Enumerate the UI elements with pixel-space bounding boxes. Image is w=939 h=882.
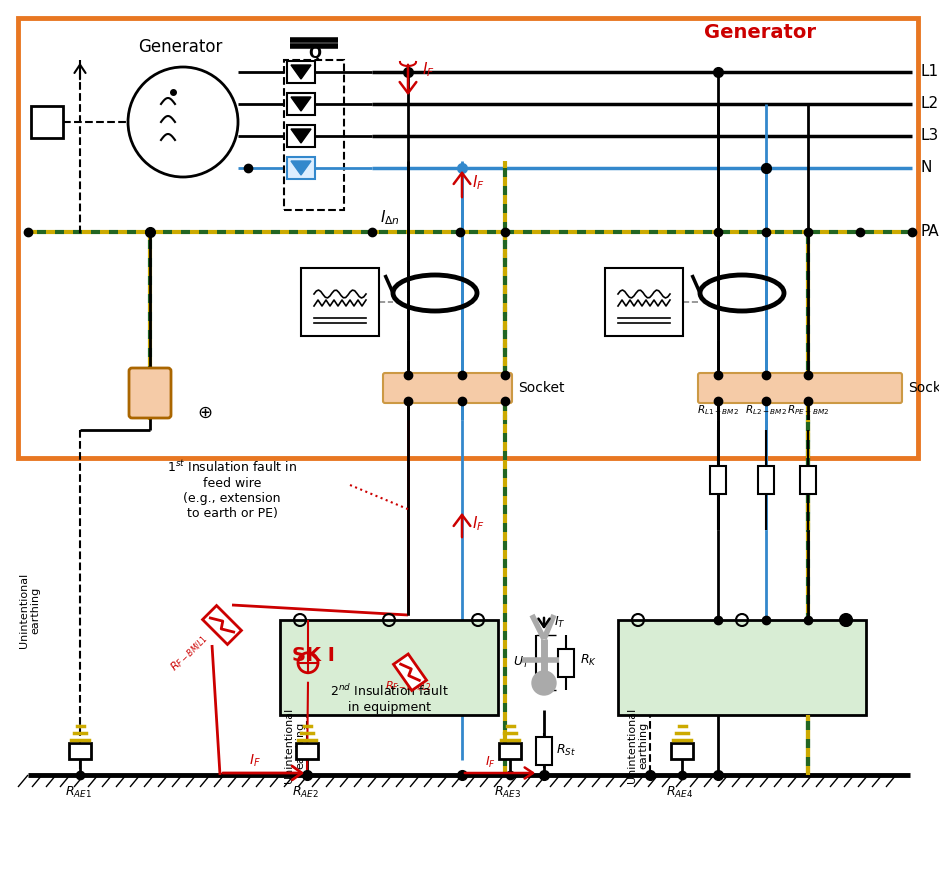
- Bar: [287, 157, 315, 179]
- Bar: [287, 125, 315, 147]
- Text: $R_{AE4}$: $R_{AE4}$: [667, 785, 694, 800]
- Text: $1^{st}$ Insulation fault in
feed wire
(e.g., extension
to earth or PE): $1^{st}$ Insulation fault in feed wire (…: [167, 460, 297, 520]
- Text: $R_{AE1}$: $R_{AE1}$: [65, 785, 91, 800]
- Text: $R_{AE2}$: $R_{AE2}$: [292, 785, 318, 800]
- Bar: [710, 466, 726, 494]
- Text: $2^{nd}$ Insulation fault
in equipment: $2^{nd}$ Insulation fault in equipment: [330, 684, 448, 714]
- Text: $I_{\Delta n}$: $I_{\Delta n}$: [380, 209, 400, 228]
- Text: $R_{St}$: $R_{St}$: [556, 743, 576, 758]
- Bar: [499, 743, 521, 759]
- Text: Socket: Socket: [908, 381, 939, 395]
- FancyBboxPatch shape: [383, 373, 512, 403]
- Text: L1: L1: [921, 64, 939, 79]
- Text: $R_{F-BM/L1}$: $R_{F-BM/L1}$: [168, 632, 211, 675]
- Bar: [280, 620, 498, 715]
- Bar: [69, 743, 91, 759]
- Text: $R_{AE3}$: $R_{AE3}$: [495, 785, 521, 800]
- Polygon shape: [203, 606, 241, 645]
- Text: $R_{L1-BM2}$: $R_{L1-BM2}$: [697, 403, 739, 417]
- Text: Generator: Generator: [704, 23, 816, 41]
- Text: $I_F$: $I_F$: [422, 61, 435, 79]
- Bar: [605, 268, 683, 336]
- Text: $I_F$: $I_F$: [472, 515, 485, 534]
- Text: $R_{L2-BM2}$: $R_{L2-BM2}$: [745, 403, 787, 417]
- Text: Q: Q: [309, 46, 321, 61]
- Text: $R_{PE-BM2}$: $R_{PE-BM2}$: [787, 403, 829, 417]
- Text: FI/LS 1: FI/LS 1: [624, 272, 664, 285]
- Text: $R_K$: $R_K$: [580, 653, 597, 668]
- Text: Unintentional
earthing: Unintentional earthing: [627, 707, 649, 782]
- Text: $R_{F-BM/L2}$: $R_{F-BM/L2}$: [385, 679, 431, 693]
- Text: L2: L2: [921, 96, 939, 111]
- Bar: [558, 648, 574, 676]
- Bar: [671, 743, 693, 759]
- Polygon shape: [291, 97, 311, 111]
- Text: D: D: [39, 113, 54, 131]
- Text: Unintentional
earthing: Unintentional earthing: [285, 707, 306, 782]
- FancyBboxPatch shape: [129, 368, 171, 418]
- Text: λ: λ: [143, 381, 157, 405]
- Bar: [287, 93, 315, 115]
- Bar: [758, 466, 774, 494]
- Text: PA: PA: [921, 225, 939, 240]
- Text: SK I: SK I: [292, 646, 335, 665]
- Text: N: N: [921, 161, 932, 176]
- Text: Unintentional
earthing: Unintentional earthing: [19, 572, 40, 647]
- Circle shape: [532, 671, 556, 695]
- Bar: [301, 268, 379, 336]
- Bar: [296, 743, 318, 759]
- Bar: [536, 736, 552, 765]
- Text: $I_F$: $I_F$: [249, 753, 261, 769]
- Text: FI/LS 1: FI/LS 1: [320, 272, 360, 285]
- Bar: [618, 620, 866, 715]
- Text: L3: L3: [921, 129, 939, 144]
- Bar: [18, 18, 918, 458]
- Text: Socket: Socket: [518, 381, 564, 395]
- Text: ⊕: ⊕: [197, 404, 212, 422]
- Text: $I_F$: $I_F$: [485, 754, 496, 770]
- Polygon shape: [291, 129, 311, 143]
- FancyBboxPatch shape: [698, 373, 902, 403]
- Polygon shape: [393, 654, 426, 691]
- Bar: [287, 61, 315, 83]
- Polygon shape: [291, 65, 311, 79]
- Text: $I_T$: $I_T$: [554, 615, 565, 630]
- Polygon shape: [291, 161, 311, 175]
- Text: $U_T$: $U_T$: [514, 654, 531, 669]
- Bar: [31, 106, 63, 138]
- Bar: [800, 466, 816, 494]
- Text: Generator: Generator: [138, 38, 223, 56]
- Bar: [284, 60, 344, 210]
- Text: $I_F$: $I_F$: [472, 174, 485, 192]
